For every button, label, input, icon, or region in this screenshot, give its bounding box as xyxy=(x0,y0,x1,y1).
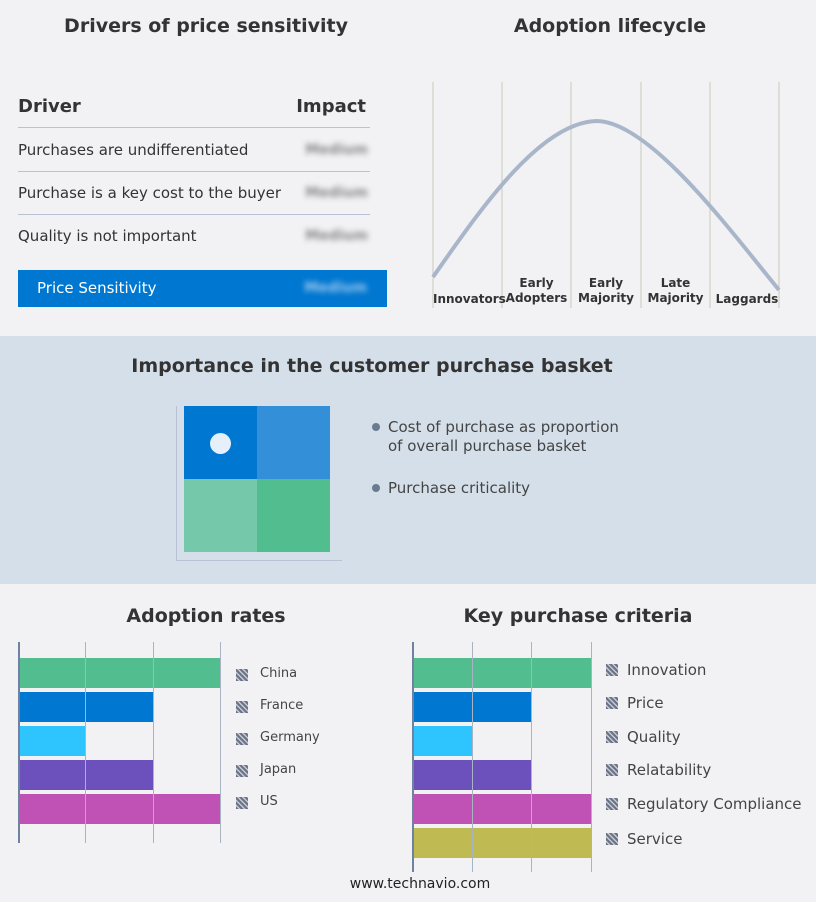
bullet-icon xyxy=(372,423,380,431)
stage-label: Late Majority xyxy=(647,276,704,305)
stage-label: Early Majority xyxy=(578,276,634,305)
gridline xyxy=(219,642,221,843)
legend-swatch-icon xyxy=(606,764,618,776)
impact-value: Medium xyxy=(305,185,368,201)
driver-label: Quality is not important xyxy=(18,227,197,245)
basket-legend-item: Cost of purchase as proportion of overal… xyxy=(388,418,619,455)
basket-quadrant xyxy=(257,479,330,552)
basket-section xyxy=(0,336,816,584)
legend-label: Quality xyxy=(627,728,681,746)
basket-legend-item: Purchase criticality xyxy=(388,479,531,497)
legend-label: China xyxy=(260,666,298,681)
price-sensitivity-summary: Price Sensitivity Medium xyxy=(18,270,387,307)
basket-position-marker xyxy=(210,433,231,454)
bar xyxy=(18,794,220,824)
driver-row: Purchase is a key cost to the buyer Mediu… xyxy=(18,172,370,215)
driver-row: Quality is not important Medium xyxy=(18,215,370,258)
stage-label: Early Adopters xyxy=(505,276,568,305)
axis-line xyxy=(412,642,414,872)
gridline xyxy=(591,642,593,872)
legend-swatch-icon xyxy=(236,701,248,713)
basket-quadrant xyxy=(184,479,257,552)
summary-label: Price Sensitivity xyxy=(37,279,157,297)
legend-label: Regulatory Compliance xyxy=(627,795,802,813)
adoption-rates-title: Adoption rates xyxy=(126,605,286,627)
legend-label: Service xyxy=(627,830,683,848)
gridline xyxy=(85,642,87,843)
impact-value: Medium xyxy=(305,142,368,158)
driver-label: Purchases are undifferentiated xyxy=(18,141,249,159)
axis-line xyxy=(18,642,20,843)
legend-swatch-icon xyxy=(236,733,248,745)
bar xyxy=(412,726,472,756)
basket-axis-y xyxy=(176,406,177,560)
drivers-title: Drivers of price sensitivity xyxy=(64,15,348,37)
gridline xyxy=(471,642,473,872)
legend-swatch-icon xyxy=(606,833,618,845)
drivers-header: Driver Impact xyxy=(18,85,370,128)
gridline xyxy=(531,642,533,872)
impact-value: Medium xyxy=(305,228,368,244)
legend-label: Relatability xyxy=(627,761,712,779)
adoption-curve xyxy=(431,118,781,292)
driver-column-header: Driver xyxy=(18,96,81,117)
legend-swatch-icon xyxy=(606,697,618,709)
gridline xyxy=(152,642,154,843)
legend-label: Japan xyxy=(260,762,297,777)
legend-label: US xyxy=(260,794,278,809)
bar xyxy=(412,658,592,688)
legend-label: Price xyxy=(627,694,664,712)
legend-swatch-icon xyxy=(236,669,248,681)
kpc-title: Key purchase criteria xyxy=(463,605,693,627)
lifecycle-title: Adoption lifecycle xyxy=(513,15,707,37)
footer-url: www.technavio.com xyxy=(349,876,491,892)
legend-swatch-icon xyxy=(606,664,618,676)
legend-swatch-icon xyxy=(606,731,618,743)
basket-quadrant xyxy=(257,406,330,479)
bullet-icon xyxy=(372,484,380,492)
driver-label: Purchase is a key cost to the buyer xyxy=(18,184,282,202)
stage-label: Laggards xyxy=(715,292,779,306)
bar xyxy=(18,726,86,756)
driver-row: Purchases are undifferentiated Medium xyxy=(18,129,370,172)
stage-label: Innovators xyxy=(433,292,506,306)
impact-column-header: Impact xyxy=(296,96,366,117)
basket-title: Importance in the customer purchase bask… xyxy=(131,355,613,377)
legend-swatch-icon xyxy=(236,765,248,777)
legend-label: France xyxy=(260,698,304,713)
bar xyxy=(18,658,220,688)
lifecycle-chart xyxy=(431,82,781,308)
legend-swatch-icon xyxy=(236,797,248,809)
legend-label: Innovation xyxy=(627,661,707,679)
basket-axis-x xyxy=(176,560,342,561)
legend-swatch-icon xyxy=(606,798,618,810)
bar xyxy=(412,794,592,824)
bar xyxy=(412,828,592,858)
legend-label: Germany xyxy=(260,730,320,745)
summary-impact: Medium xyxy=(304,280,367,296)
